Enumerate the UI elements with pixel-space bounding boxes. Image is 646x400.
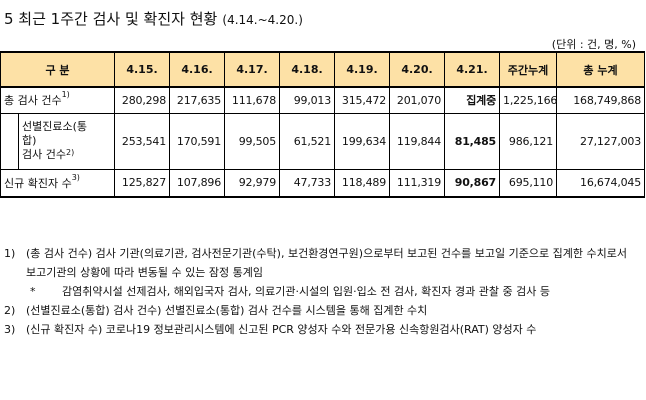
table-cell: 695,110 <box>499 168 558 198</box>
footnote-ref: 1) <box>61 90 70 100</box>
table-cell: 168,749,868 <box>556 86 646 114</box>
table-cell: 315,472 <box>334 86 391 114</box>
footnote-number: 2) <box>4 304 16 317</box>
footnote-number: 1) <box>4 247 16 260</box>
footnote-2: 2) (선별진료소(통합) 검사 건수) 선별진료소(통합) 검사 건수를 시스… <box>4 301 640 320</box>
title-period: (4.14.~4.20.) <box>222 13 303 27</box>
table-cell: 217,635 <box>169 86 226 114</box>
footnote-bullet: * 감염취약시설 선제검사, 해외입국자 검사, 의료기관·시설의 입원·입소 … <box>26 282 640 301</box>
footnote-text: (신규 확진자 수) 코로나19 정보관리시스템에 신고된 PCR 양성자 수와… <box>26 323 537 336</box>
header-date: 4.20. <box>389 51 446 88</box>
header-date: 4.17. <box>224 51 281 88</box>
title-main: 5 최근 1주간 검사 및 확진자 현황 <box>4 10 218 28</box>
table-cell: 92,979 <box>224 168 281 198</box>
row-label: 선별진료소(통 합) 검사 건수2) <box>17 112 116 170</box>
table-cell: 107,896 <box>169 168 226 198</box>
row-label-line: 선별진료소(통 <box>22 120 88 133</box>
table-row: 선별진료소(통 합) 검사 건수2) 253,541 170,591 99,505 … <box>0 112 646 170</box>
table-row: 신규 확진자 수3) 125,827 107,896 92,979 47,733… <box>0 168 646 198</box>
table-cell-counting: 집계중 <box>444 86 501 114</box>
footnote-text: (선별진료소(통합) 검사 건수) 선별진료소(통합) 검사 건수를 시스템을 … <box>26 304 428 317</box>
asterisk-mark: * <box>30 285 36 298</box>
footnote-3: 3) (신규 확진자 수) 코로나19 정보관리시스템에 신고된 PCR 양성자… <box>4 320 640 339</box>
table-cell: 986,121 <box>499 112 558 170</box>
header-date: 4.21. <box>444 51 501 88</box>
header-date: 4.18. <box>279 51 336 88</box>
header-category: 구 분 <box>0 51 116 88</box>
footnote-1-detail: * 감염취약시설 선제검사, 해외입국자 검사, 의료기관·시설의 입원·입소 … <box>4 282 640 301</box>
table-cell: 16,674,045 <box>556 168 646 198</box>
table-cell: 99,505 <box>224 112 281 170</box>
table-cell: 111,678 <box>224 86 281 114</box>
table-cell: 118,489 <box>334 168 391 198</box>
header-cumulative-total: 총 누계 <box>556 51 646 88</box>
table-cell: 1,225,166 <box>499 86 557 114</box>
footnote-ref: 2) <box>65 148 75 157</box>
footnote-ref: 3) <box>71 172 80 182</box>
table-cell: 201,070 <box>389 86 446 114</box>
table-row: 총 검사 건수1) 280,298 217,635 111,678 99,013… <box>0 86 646 114</box>
footnote-bullet-text: 감염취약시설 선제검사, 해외입국자 검사, 의료기관·시설의 입원·입소 전 … <box>62 285 550 298</box>
header-date: 4.16. <box>169 51 226 88</box>
header-date: 4.19. <box>334 51 391 88</box>
table-cell: 170,591 <box>169 112 226 170</box>
footnote-1: 1) (총 검사 건수) 검사 기관(의료기관, 검사전문기관(수탁), 보건환… <box>4 244 640 282</box>
row-label-line: 검사 건수 <box>22 148 66 161</box>
table-cell: 111,319 <box>389 168 446 198</box>
unit-label: (단위 : 건, 명, %) <box>551 38 636 51</box>
footnote-text: (총 검사 건수) 검사 기관(의료기관, 검사전문기관(수탁), 보건환경연구… <box>26 247 627 279</box>
footnote-number: 3) <box>4 323 16 336</box>
table-cell: 125,827 <box>114 168 171 198</box>
row-label-text: 신규 확진자 수 <box>4 176 72 190</box>
table-cell: 99,013 <box>279 86 336 114</box>
footnotes: 1) (총 검사 건수) 검사 기관(의료기관, 검사전문기관(수탁), 보건환… <box>4 244 640 339</box>
table-header-row: 구 분 4.15. 4.16. 4.17. 4.18. 4.19. 4.20. … <box>0 51 646 88</box>
table-cell: 61,521 <box>279 112 336 170</box>
table-cell: 47,733 <box>279 168 336 198</box>
row-label: 총 검사 건수1) <box>0 86 116 114</box>
weekly-stats-table: 구 분 4.15. 4.16. 4.17. 4.18. 4.19. 4.20. … <box>0 51 646 198</box>
header-weekly-total: 주간누계 <box>499 51 558 88</box>
row-label-line: 합) <box>22 134 37 147</box>
header-date: 4.15. <box>114 51 171 88</box>
table-cell: 119,844 <box>389 112 446 170</box>
table-cell: 90,867 <box>444 168 501 198</box>
table-cell: 253,541 <box>114 112 171 170</box>
table-cell: 81,485 <box>444 112 501 170</box>
table-cell: 199,634 <box>334 112 391 170</box>
indent-cell <box>0 113 19 169</box>
table-cell: 280,298 <box>114 86 171 114</box>
table-cell: 27,127,003 <box>556 112 646 170</box>
row-label-text: 총 검사 건수 <box>4 94 62 108</box>
section-title: 5 최근 1주간 검사 및 확진자 현황 (4.14.~4.20.) <box>4 8 303 29</box>
row-label: 신규 확진자 수3) <box>0 168 116 198</box>
